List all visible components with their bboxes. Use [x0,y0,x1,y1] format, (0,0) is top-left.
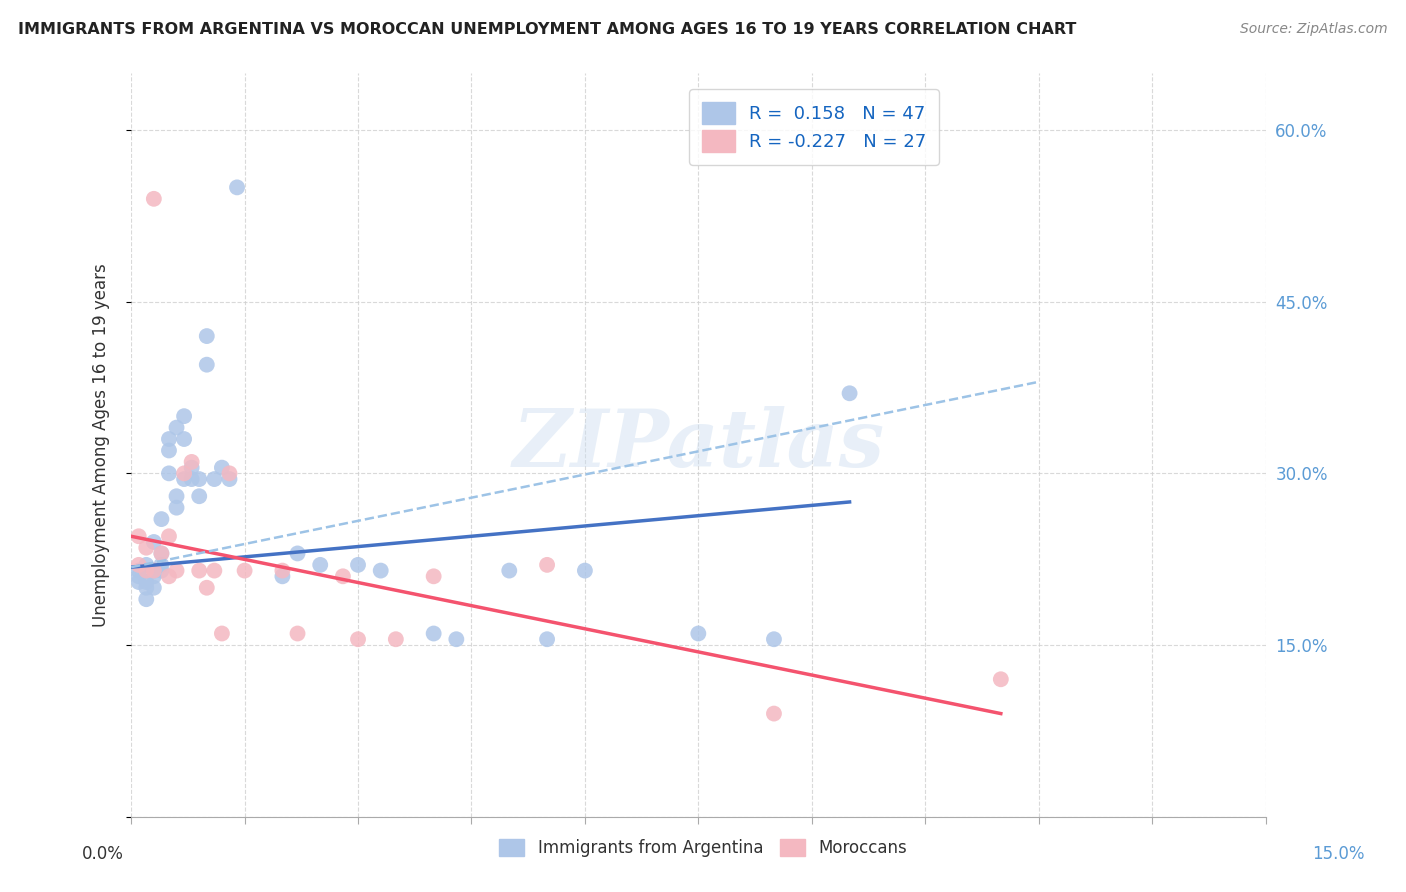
Point [498,564,520,578]
Point [173,409,195,424]
Y-axis label: Unemployment Among Ages 16 to 19 years: Unemployment Among Ages 16 to 19 years [93,263,110,627]
Point [347,632,370,647]
Point [574,564,596,578]
Point [218,472,240,486]
Point [188,472,211,486]
Legend: Immigrants from Argentina, Moroccans: Immigrants from Argentina, Moroccans [492,832,914,864]
Point [150,558,173,572]
Point [332,569,354,583]
Text: ZIPatlas: ZIPatlas [512,406,884,483]
Point [150,546,173,560]
Point [135,581,157,595]
Point [838,386,860,401]
Point [150,546,173,560]
Point [166,500,188,515]
Point [202,472,225,486]
Point [536,632,558,647]
Point [536,558,558,572]
Text: IMMIGRANTS FROM ARGENTINA VS MOROCCAN UNEMPLOYMENT AMONG AGES 16 TO 19 YEARS COR: IMMIGRANTS FROM ARGENTINA VS MOROCCAN UN… [18,22,1077,37]
Point [309,558,332,572]
Point [135,541,157,555]
Point [211,460,233,475]
Point [166,564,188,578]
Point [150,512,173,526]
Point [150,564,173,578]
Point [157,569,180,583]
Point [422,626,444,640]
Legend: R =  0.158   N = 47, R = -0.227   N = 27: R = 0.158 N = 47, R = -0.227 N = 27 [689,89,939,165]
Point [422,569,444,583]
Point [287,546,309,560]
Point [166,420,188,434]
Point [195,358,218,372]
Point [218,467,240,481]
Point [173,432,195,446]
Point [202,564,225,578]
Point [347,558,370,572]
Point [142,192,165,206]
Point [385,632,408,647]
Point [166,489,188,503]
Text: 15.0%: 15.0% [1312,845,1365,863]
Point [180,455,202,469]
Point [195,581,218,595]
Point [142,564,165,578]
Point [157,529,180,543]
Text: Source: ZipAtlas.com: Source: ZipAtlas.com [1240,22,1388,37]
Point [688,626,710,640]
Point [142,569,165,583]
Point [233,564,256,578]
Point [762,706,785,721]
Text: 0.0%: 0.0% [82,845,124,863]
Point [135,558,157,572]
Point [195,329,218,343]
Point [135,574,157,589]
Point [188,489,211,503]
Point [142,535,165,549]
Point [157,443,180,458]
Point [188,564,211,578]
Point [128,574,150,589]
Point [142,581,165,595]
Point [128,564,150,578]
Point [211,626,233,640]
Point [173,467,195,481]
Point [180,460,202,475]
Point [128,558,150,572]
Point [135,592,157,607]
Point [990,673,1012,687]
Point [370,564,392,578]
Point [180,472,202,486]
Point [128,569,150,583]
Point [157,467,180,481]
Point [271,569,294,583]
Point [128,529,150,543]
Point [157,432,180,446]
Point [135,564,157,578]
Point [287,626,309,640]
Point [142,564,165,578]
Point [271,564,294,578]
Point [446,632,468,647]
Point [226,180,249,194]
Point [762,632,785,647]
Point [173,472,195,486]
